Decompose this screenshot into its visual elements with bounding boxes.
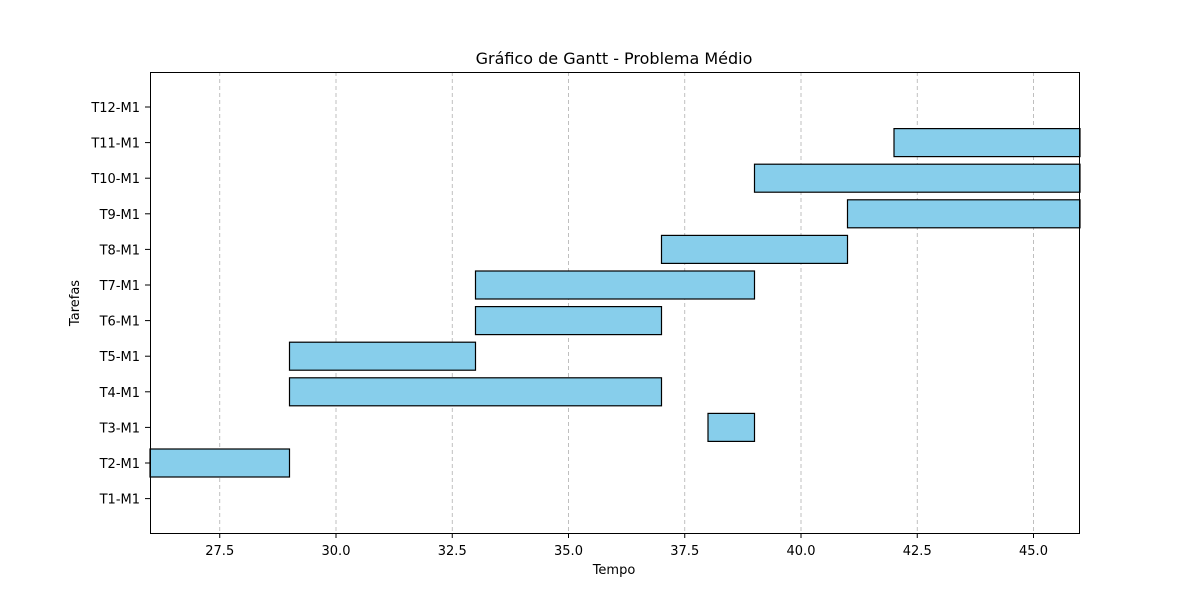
y-tick-label: T3-M1 <box>99 421 140 436</box>
x-tick-label: 35.0 <box>554 544 583 559</box>
y-tick-label: T9-M1 <box>99 208 140 223</box>
y-tick-label: T6-M1 <box>99 315 140 330</box>
gantt-bar-t7-m1 <box>474 270 756 300</box>
x-tick-label: 40.0 <box>787 544 816 559</box>
y-tick-label: T2-M1 <box>99 457 140 472</box>
plot-frame <box>150 72 1080 534</box>
y-tick-label: T12-M1 <box>90 101 140 116</box>
y-tick-label: T1-M1 <box>99 493 140 508</box>
gantt-bar-t2-m1 <box>149 448 291 478</box>
gantt-bar-t4-m1 <box>288 377 663 407</box>
x-tick-label: 30.0 <box>322 544 351 559</box>
x-tick-label: 37.5 <box>670 544 699 559</box>
gantt-bar-t11-m1 <box>893 128 1081 158</box>
bars-layer <box>149 128 1081 478</box>
gantt-bar-t9-m1 <box>846 199 1081 229</box>
chart-title: Gráfico de Gantt - Problema Médio <box>476 49 753 68</box>
y-tick-label: T11-M1 <box>90 137 140 152</box>
gantt-bar-t10-m1 <box>753 163 1081 193</box>
x-tick-label: 32.5 <box>438 544 467 559</box>
x-tick-label: 27.5 <box>205 544 234 559</box>
gantt-bar-t3-m1 <box>707 412 756 442</box>
x-tick-label: 45.0 <box>1019 544 1048 559</box>
x-axis: 27.5 30.0 32.5 35.0 37.5 40.0 42.5 45.0 <box>205 533 1048 559</box>
gantt-bar-t8-m1 <box>660 234 849 264</box>
y-tick-label: T5-M1 <box>99 350 140 365</box>
y-tick-label: T8-M1 <box>99 243 140 258</box>
x-axis-title: Tempo <box>592 563 636 578</box>
y-tick-label: T4-M1 <box>99 386 140 401</box>
y-tick-label: T7-M1 <box>99 279 140 294</box>
y-axis: T1-M1 T2-M1 T3-M1 T4-M1 T5-M1 T6-M1 T7-M1 T8-M1… <box>90 101 150 508</box>
y-axis-title: Tarefas <box>68 280 83 327</box>
x-tick-label: 42.5 <box>903 544 932 559</box>
y-tick-label: T10-M1 <box>90 172 140 187</box>
gantt-bar-t5-m1 <box>288 341 477 371</box>
gantt-bar-t6-m1 <box>474 306 663 336</box>
